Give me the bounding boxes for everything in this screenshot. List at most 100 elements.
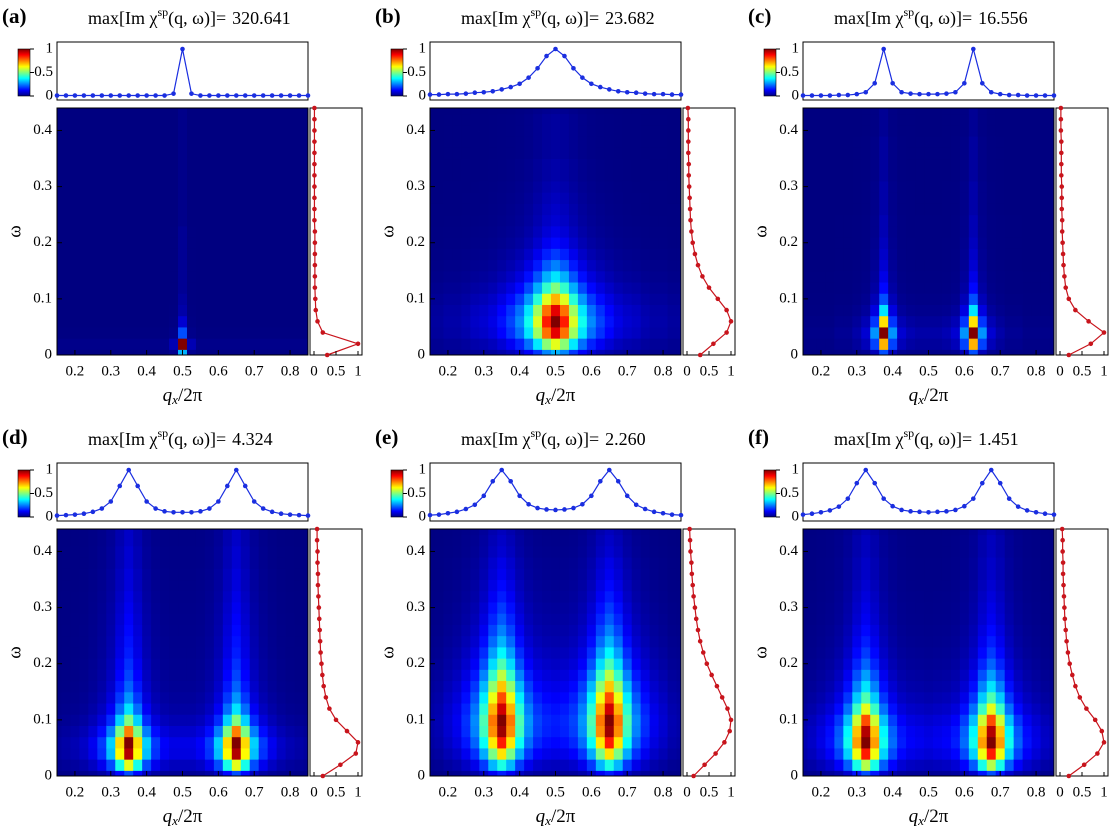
heatmap-cell <box>906 557 916 569</box>
heatmap-cell <box>115 136 125 148</box>
profile-point <box>355 740 361 745</box>
heatmap-cell <box>178 169 188 182</box>
heatmap-cell <box>57 338 62 350</box>
top-point <box>81 511 87 517</box>
heatmap-cell <box>861 714 871 726</box>
heatmap-cell <box>285 136 296 148</box>
heatmap-cell <box>213 590 224 603</box>
heatmap-cell <box>461 680 471 693</box>
heatmap-cell <box>488 192 498 204</box>
heatmap-cell <box>622 725 633 738</box>
heatmap-cell <box>807 590 817 603</box>
heatmap-cell <box>1031 529 1042 536</box>
heatmap-cell <box>586 169 597 182</box>
profile-point <box>687 537 693 543</box>
heatmap-cell <box>1031 714 1042 726</box>
heatmap-cell <box>497 529 507 536</box>
heatmap-cell <box>240 136 251 148</box>
heatmap-cell <box>613 703 624 715</box>
heatmap-cell <box>915 590 925 603</box>
heatmap-cell <box>452 669 462 682</box>
heatmap-cell <box>924 326 934 339</box>
heatmap-cell <box>658 225 669 238</box>
heatmap-cell <box>1004 259 1015 272</box>
heatmap-cell <box>488 747 498 760</box>
heatmap-cell <box>622 136 633 148</box>
heatmap-cell <box>195 326 206 339</box>
heatmap-cell <box>959 225 970 238</box>
heatmap-cell <box>834 658 844 670</box>
heatmap-cell <box>258 259 269 272</box>
heatmap-cell <box>667 568 678 581</box>
heatmap-cell <box>79 282 89 294</box>
heatmap-cell <box>986 136 997 148</box>
heatmap-cell <box>613 136 624 148</box>
heatmap-cell <box>852 691 862 704</box>
heatmap-cell <box>461 124 471 137</box>
heatmap-cell <box>213 736 224 749</box>
heatmap-cell <box>124 601 134 614</box>
heatmap-cell <box>1022 534 1033 547</box>
heatmap-cell <box>906 613 916 625</box>
heatmap-cell <box>1022 714 1033 726</box>
heatmap-cell <box>285 237 296 249</box>
heatmap-cell <box>88 203 98 216</box>
profile-tick-label: 1 <box>727 784 735 800</box>
heatmap-cell <box>204 590 215 603</box>
panel-title: max[Im χsp(q, ω)]= 2.260 <box>461 426 646 450</box>
heatmap-cell <box>204 545 215 558</box>
heatmap-cell <box>897 736 907 749</box>
heatmap-cell <box>906 545 916 558</box>
heatmap-cell <box>968 646 979 659</box>
heatmap-cell <box>915 658 925 670</box>
heatmap-cell <box>879 770 889 776</box>
heatmap-cell <box>231 113 242 126</box>
profile-point <box>317 638 323 644</box>
heatmap-cell <box>178 338 188 350</box>
heatmap-cell <box>169 635 179 648</box>
heatmap-cell <box>586 529 597 536</box>
heatmap-cell <box>115 169 125 182</box>
heatmap-cell <box>959 338 970 350</box>
heatmap-cell <box>497 759 507 771</box>
heatmap-cell <box>258 568 269 581</box>
heatmap-cell <box>932 646 943 659</box>
heatmap-cell <box>568 646 579 659</box>
heatmap-cell <box>897 613 907 625</box>
top-point <box>809 93 815 98</box>
heatmap-cell <box>124 315 134 328</box>
heatmap-cell <box>258 192 269 204</box>
heatmap-cell <box>160 315 170 328</box>
heatmap-cell <box>542 568 552 581</box>
heatmap-cell <box>452 529 462 536</box>
heatmap-cell <box>968 658 979 670</box>
heatmap-cell <box>968 180 979 193</box>
heatmap-cell <box>1049 248 1054 261</box>
heatmap-cell <box>88 124 98 137</box>
top-point <box>809 511 815 517</box>
heatmap-cell <box>222 203 233 216</box>
heatmap-cell <box>968 725 979 738</box>
heatmap-cell <box>1013 703 1024 715</box>
heatmap-cell <box>1013 646 1024 659</box>
heatmap-cell <box>658 590 669 603</box>
heatmap-cell <box>204 714 215 726</box>
heatmap-cell <box>622 259 633 272</box>
heatmap-cell <box>97 624 107 637</box>
heatmap-cell <box>888 658 898 670</box>
heatmap-cell <box>968 124 979 137</box>
heatmap-cell <box>932 703 943 715</box>
heatmap-cell <box>97 590 107 603</box>
heatmap-cell <box>803 590 808 603</box>
heatmap-cell <box>70 158 80 171</box>
heatmap-cell <box>106 293 116 305</box>
heatmap-cell <box>631 646 642 659</box>
heatmap-cell <box>276 338 287 350</box>
heatmap-cell <box>568 282 579 294</box>
heatmap-cell <box>434 259 444 272</box>
top-point <box>296 512 302 518</box>
heatmap-cell <box>88 304 98 317</box>
heatmap-cell <box>631 349 642 355</box>
heatmap-cell <box>1031 304 1042 317</box>
heatmap-cell <box>897 169 907 182</box>
